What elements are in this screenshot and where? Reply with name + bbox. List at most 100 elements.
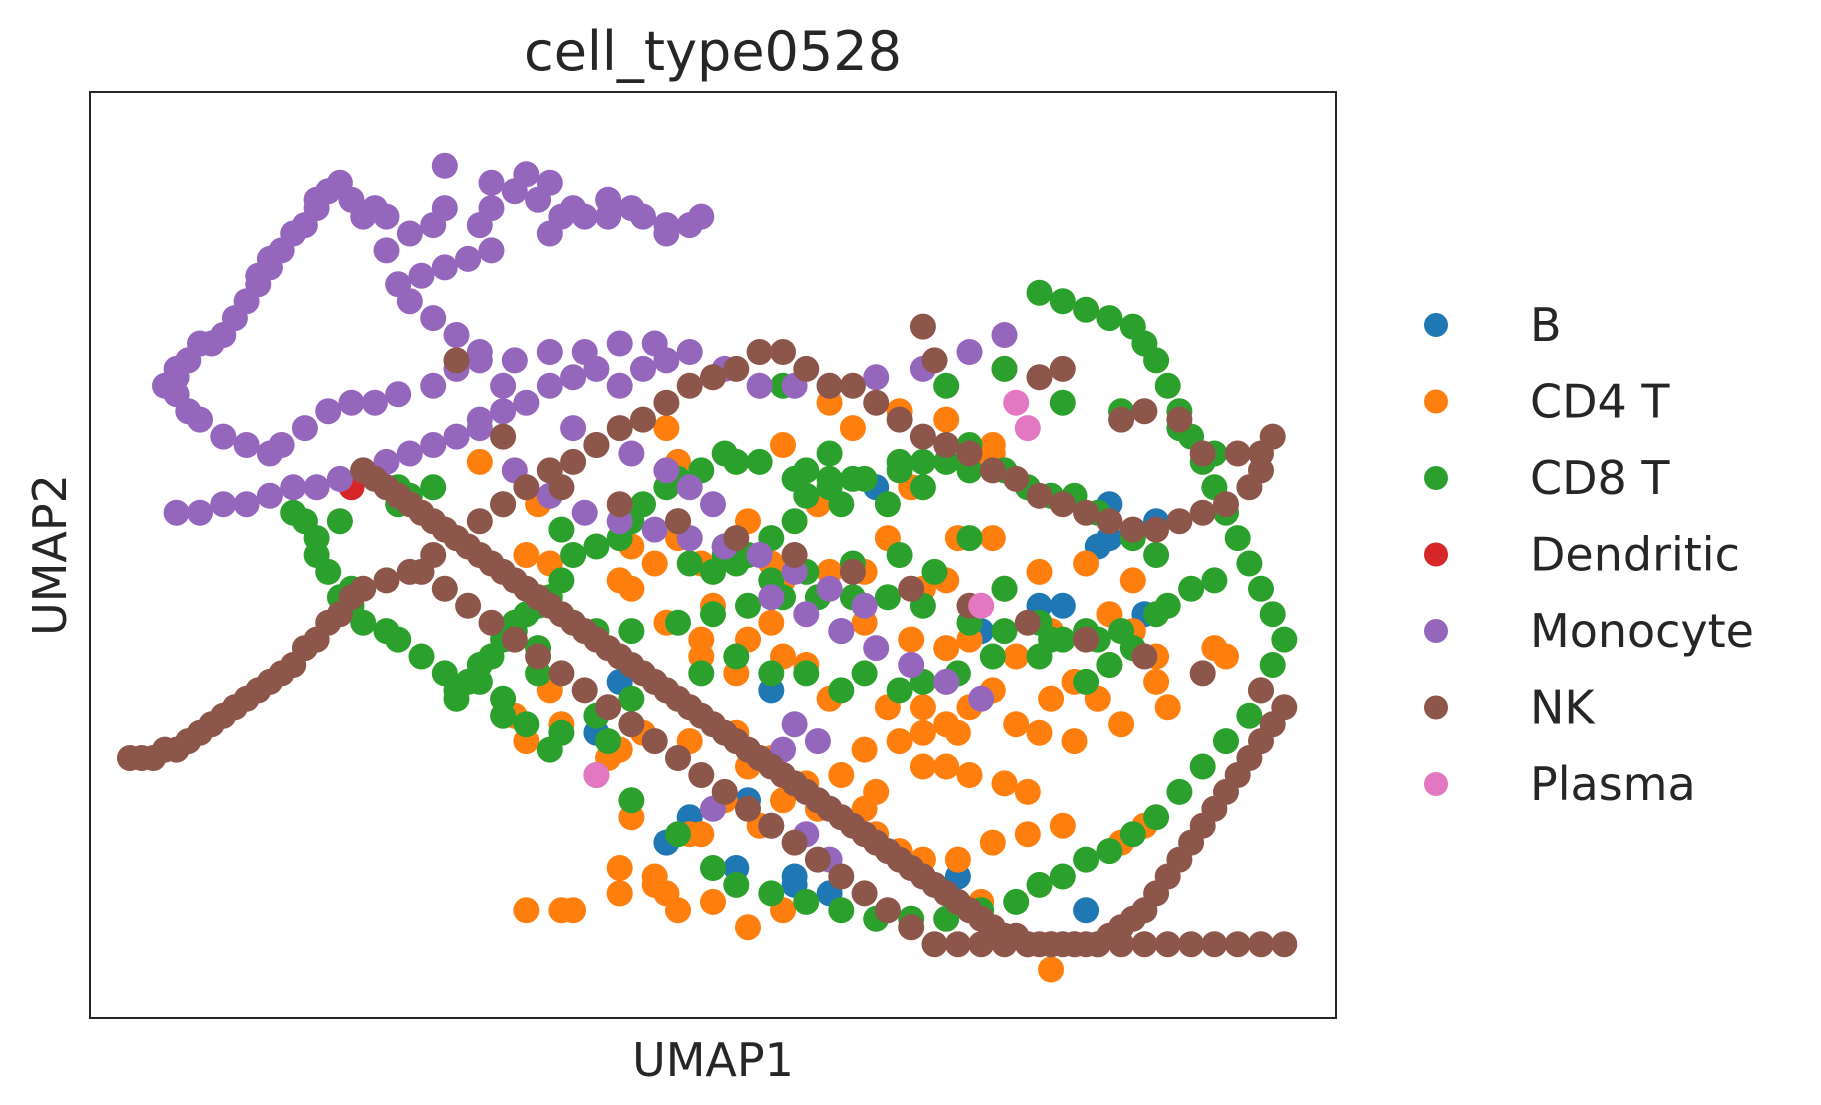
point-cd8-t-136 xyxy=(490,702,517,729)
point-nk-18 xyxy=(1096,508,1123,535)
legend-marker-plasma xyxy=(1424,772,1448,796)
point-cd8-t-64 xyxy=(408,643,435,670)
point-cd4-t-88 xyxy=(1154,694,1181,721)
scatter-points xyxy=(117,152,1298,983)
point-nk-180 xyxy=(735,795,761,822)
point-cd8-t-83 xyxy=(665,609,691,636)
point-nk-75 xyxy=(665,508,691,535)
point-monocyte-93 xyxy=(606,372,633,399)
point-cd8-t-75 xyxy=(280,499,307,526)
point-monocyte-53 xyxy=(268,432,295,458)
point-monocyte-75 xyxy=(991,322,1018,348)
point-cd8-t-145 xyxy=(828,897,855,924)
point-nk-37 xyxy=(653,389,680,416)
point-cd8-t-27 xyxy=(326,508,353,535)
point-cd8-t-53 xyxy=(688,660,715,687)
point-nk-26 xyxy=(909,423,936,450)
point-cd8-t-177 xyxy=(1096,305,1123,332)
point-nk-44 xyxy=(490,491,517,518)
point-cd8-t-164 xyxy=(1259,601,1286,628)
point-nk-190 xyxy=(968,931,995,958)
point-cd4-t-126 xyxy=(653,880,680,907)
point-nk-186 xyxy=(874,897,901,924)
point-monocyte-109 xyxy=(280,474,307,501)
point-monocyte-5 xyxy=(571,203,598,230)
point-nk-85 xyxy=(1248,677,1274,704)
point-cd8-t-12 xyxy=(909,474,936,501)
point-cd8-t-34 xyxy=(921,558,948,585)
point-nk-181 xyxy=(758,812,785,839)
point-cd4-t-59 xyxy=(851,736,878,763)
point-monocyte-62 xyxy=(501,347,528,374)
point-cd8-t-17 xyxy=(781,508,808,535)
point-cd4-t-125 xyxy=(606,880,633,907)
point-cd4-t-85 xyxy=(1143,668,1170,695)
point-cd8-t-97 xyxy=(1154,592,1181,619)
point-cd8-t-33 xyxy=(886,542,913,568)
point-monocyte-113 xyxy=(187,499,213,526)
point-nk-72 xyxy=(490,423,517,450)
point-cd4-t-60 xyxy=(828,762,855,788)
point-plasma-1 xyxy=(1014,415,1041,442)
point-cd4-t-57 xyxy=(909,719,936,746)
point-cd4-t-92 xyxy=(991,770,1018,797)
point-monocyte-19 xyxy=(466,212,493,239)
point-cd8-t-162 xyxy=(1259,652,1286,678)
point-cd8-t-143 xyxy=(758,880,785,907)
point-nk-8 xyxy=(1224,440,1251,467)
point-cd4-t-46 xyxy=(909,694,936,721)
point-monocyte-50 xyxy=(210,423,237,450)
point-cd4-t-112 xyxy=(1014,821,1041,848)
point-nk-170 xyxy=(501,626,528,653)
point-cd4-t-90 xyxy=(1061,728,1088,755)
point-cd4-t-87 xyxy=(1213,643,1239,670)
chart-title: cell_type0528 xyxy=(524,20,902,83)
point-nk-77 xyxy=(781,542,808,568)
point-monocyte-22 xyxy=(396,220,423,247)
point-nk-7 xyxy=(1189,440,1216,467)
point-monocyte-103 xyxy=(420,432,447,458)
point-monocyte-1 xyxy=(478,169,505,196)
point-nk-1 xyxy=(921,347,948,374)
legend-marker-cd4-t xyxy=(1424,389,1448,414)
point-cd4-t-75 xyxy=(758,609,785,636)
point-nk-167 xyxy=(431,575,458,602)
point-nk-34 xyxy=(723,355,750,382)
point-cd8-t-160 xyxy=(1236,702,1263,729)
point-monocyte-100 xyxy=(490,398,517,425)
point-nk-201 xyxy=(1224,931,1251,958)
point-cd8-t-50 xyxy=(793,660,820,687)
point-nk-182 xyxy=(781,829,808,856)
point-cd4-t-37 xyxy=(513,542,540,568)
point-cd8-t-51 xyxy=(758,660,785,687)
point-cd8-t-55 xyxy=(618,685,645,712)
point-nk-25 xyxy=(933,432,960,458)
point-monocyte-133 xyxy=(968,685,995,712)
point-cd8-t-110 xyxy=(886,457,913,484)
point-b-21 xyxy=(1073,897,1100,924)
point-nk-197 xyxy=(1131,931,1158,958)
point-nk-174 xyxy=(595,694,622,721)
point-b-19 xyxy=(781,863,808,890)
point-nk-168 xyxy=(455,592,482,619)
point-cd8-t-179 xyxy=(1049,288,1076,315)
legend-marker-monocyte xyxy=(1424,619,1448,643)
point-cd4-t-50 xyxy=(1038,685,1065,712)
point-cd8-t-158 xyxy=(1189,753,1216,780)
point-nk-27 xyxy=(886,406,913,433)
x-axis-label: UMAP1 xyxy=(632,1033,794,1087)
point-monocyte-115 xyxy=(466,415,493,442)
point-cd8-t-85 xyxy=(735,592,761,619)
point-nk-81 xyxy=(1014,609,1041,636)
point-cd4-t-123 xyxy=(513,897,540,924)
point-cd8-t-2 xyxy=(1049,389,1076,416)
point-monocyte-134 xyxy=(781,711,808,738)
point-monocyte-16 xyxy=(525,186,552,213)
point-cd8-t-1 xyxy=(991,355,1018,382)
point-nk-24 xyxy=(956,440,983,467)
point-nk-173 xyxy=(571,677,598,704)
point-monocyte-112 xyxy=(210,491,237,518)
point-nk-14 xyxy=(1189,499,1216,526)
point-monocyte-17 xyxy=(501,178,528,205)
point-nk-166 xyxy=(408,558,435,585)
